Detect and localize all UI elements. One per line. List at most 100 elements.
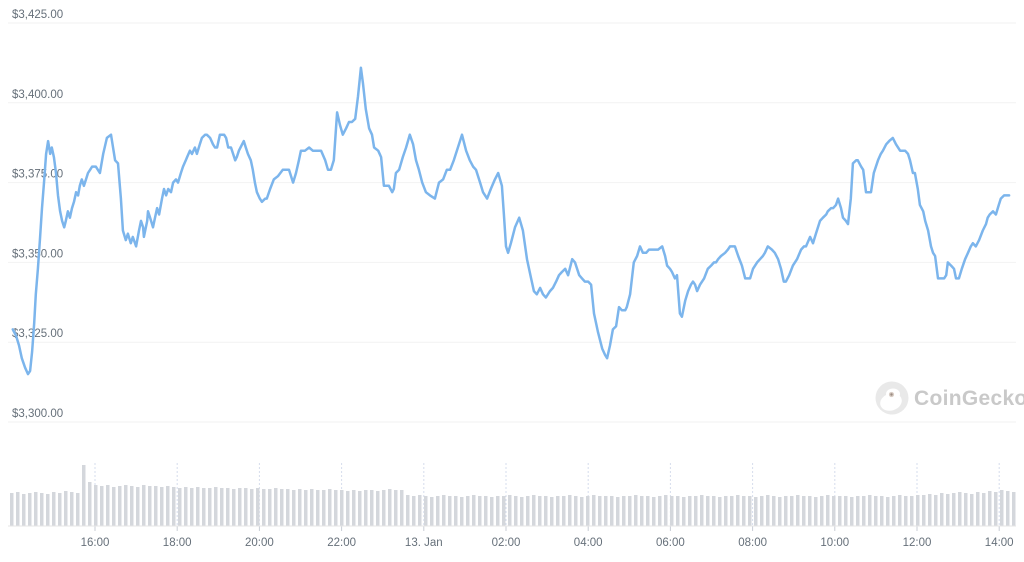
volume-bar bbox=[112, 487, 116, 526]
volume-bar bbox=[736, 495, 740, 526]
volume-bar bbox=[28, 493, 32, 526]
volume-bar bbox=[856, 496, 860, 526]
volume-bar bbox=[190, 488, 194, 526]
volume-bar bbox=[484, 496, 488, 526]
price-line bbox=[11, 66, 1011, 376]
volume-bar bbox=[262, 489, 266, 526]
volume-bar bbox=[304, 490, 308, 526]
volume-bar bbox=[424, 496, 428, 526]
volume-bar bbox=[64, 491, 68, 526]
volume-bar bbox=[676, 496, 680, 526]
volume-bar bbox=[220, 488, 224, 526]
volume-bar bbox=[154, 486, 158, 526]
volume-bar bbox=[124, 485, 128, 526]
volume-bar bbox=[784, 496, 788, 526]
volume-bar bbox=[850, 497, 854, 526]
volume-bar bbox=[364, 490, 368, 526]
x-tick-label: 18:00 bbox=[163, 537, 192, 549]
volume-bar bbox=[994, 492, 998, 526]
volume-bar bbox=[634, 495, 638, 526]
volume-bar bbox=[166, 486, 170, 526]
volume-bar bbox=[1000, 490, 1004, 526]
volume-bar bbox=[460, 497, 464, 526]
volume-bar bbox=[538, 496, 542, 526]
volume-bar bbox=[142, 485, 146, 526]
volume-bar bbox=[880, 496, 884, 526]
volume-bar bbox=[814, 497, 818, 526]
volume-bar bbox=[238, 488, 242, 526]
volume-bar bbox=[622, 496, 626, 526]
volume-bar bbox=[526, 496, 530, 526]
volume-bar bbox=[268, 489, 272, 526]
volume-bar bbox=[208, 488, 212, 526]
x-tick-label: 06:00 bbox=[656, 537, 685, 549]
volume-bar bbox=[712, 496, 716, 526]
volume-bar bbox=[448, 496, 452, 526]
volume-bar bbox=[82, 465, 86, 526]
volume-bar bbox=[952, 493, 956, 526]
volume-bar bbox=[172, 487, 176, 526]
x-tick-label: 13. Jan bbox=[405, 537, 443, 549]
volume-bar bbox=[340, 490, 344, 526]
volume-bar bbox=[928, 494, 932, 526]
volume-bar bbox=[892, 496, 896, 526]
volume-bar bbox=[616, 497, 620, 526]
volume-bar bbox=[646, 496, 650, 526]
volume-bar bbox=[286, 489, 290, 526]
volume-bar bbox=[46, 494, 50, 526]
volume-bar bbox=[790, 496, 794, 526]
volume-bar bbox=[910, 496, 914, 526]
volume-bar bbox=[832, 496, 836, 526]
volume-bar bbox=[196, 487, 200, 526]
volume-bar bbox=[532, 495, 536, 526]
volume-bar bbox=[844, 496, 848, 526]
volume-bar bbox=[610, 496, 614, 526]
volume-bar bbox=[130, 486, 134, 526]
volume-bar bbox=[694, 496, 698, 526]
y-tick-label: $3,375.00 bbox=[12, 169, 63, 181]
volume-bar bbox=[292, 490, 296, 526]
y-tick-label: $3,425.00 bbox=[12, 9, 63, 21]
volume-bar bbox=[514, 496, 518, 526]
volume-bar bbox=[436, 496, 440, 526]
volume-bar bbox=[556, 496, 560, 526]
y-axis-labels: $3,425.00 $3,400.00 $3,375.00 $3,350.00 $3,3… bbox=[12, 9, 63, 420]
volume-bar bbox=[58, 493, 62, 526]
volume-bar bbox=[412, 496, 416, 526]
volume-bar bbox=[904, 496, 908, 526]
volume-bar bbox=[868, 495, 872, 526]
volume-bar bbox=[658, 496, 662, 526]
volume-bar bbox=[730, 496, 734, 526]
volume-bar bbox=[310, 489, 314, 526]
volume-bar bbox=[100, 486, 104, 526]
volume-bar bbox=[718, 497, 722, 526]
volume-bar bbox=[766, 495, 770, 526]
volume-bar bbox=[772, 496, 776, 526]
volume-bar bbox=[544, 496, 548, 526]
volume-bar bbox=[16, 492, 20, 526]
volume-bar bbox=[808, 496, 812, 526]
x-tick-label: 02:00 bbox=[492, 537, 521, 549]
volume-bar bbox=[700, 495, 704, 526]
volume-bar bbox=[760, 496, 764, 526]
volume-bar bbox=[382, 490, 386, 526]
volume-bar bbox=[754, 497, 758, 526]
volume-bar bbox=[232, 489, 236, 526]
volume-bar bbox=[1006, 491, 1010, 526]
volume-bar bbox=[976, 492, 980, 526]
volume-bar bbox=[970, 494, 974, 526]
volume-bar bbox=[472, 495, 476, 526]
volume-bar bbox=[40, 493, 44, 526]
volume-bar bbox=[838, 496, 842, 526]
y-tick-label: $3,325.00 bbox=[12, 328, 63, 340]
volume-bar bbox=[406, 495, 410, 526]
volume-bars bbox=[10, 465, 1016, 526]
y-gridlines bbox=[8, 22, 1016, 423]
volume-bar bbox=[118, 486, 122, 526]
volume-bar bbox=[184, 487, 188, 526]
volume-bar bbox=[916, 495, 920, 526]
coingecko-watermark: CoinGecko bbox=[875, 381, 1024, 415]
x-axis-labels: 16:00 18:00 20:00 22:00 13. Jan 02:00 04:00 06:… bbox=[81, 537, 1014, 549]
